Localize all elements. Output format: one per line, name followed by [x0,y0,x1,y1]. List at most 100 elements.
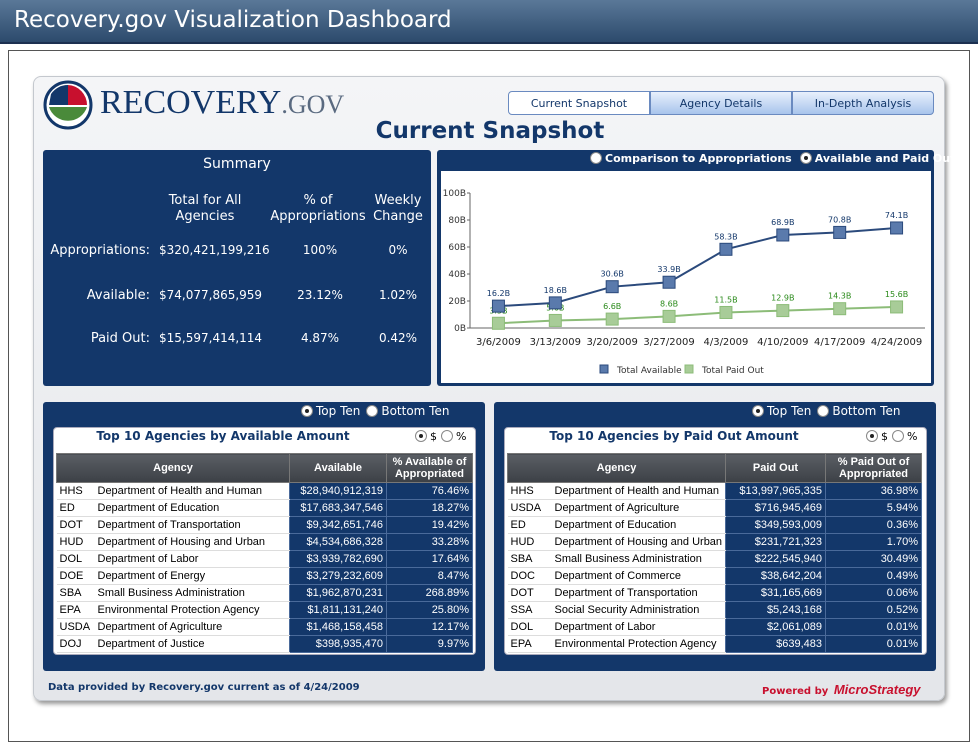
table-cell: DOJ [56,635,95,653]
column-header: % Paid Out of Appropriated [825,453,922,483]
table-row: DOL Department of Labor $2,061,089 0.01% [507,618,922,636]
column-header: Agency [56,453,290,483]
table-row: HHS Department of Health and Human $28,940… [56,482,473,500]
summary-value: 0.42% [378,331,418,345]
table-cell: Department of Transportation [94,516,290,534]
frame [8,50,970,742]
data-marker [776,228,790,242]
table-cell: Department of Education [94,499,290,517]
table-cell: 25.80% [386,601,473,619]
data-marker [719,305,733,319]
y-tick-label: 20B [448,297,466,307]
data-label: 11.5B [714,295,737,304]
table-cell: $2,061,089 [725,618,826,636]
table-title: Top 10 Agencies by Paid Out Amount [549,429,799,443]
table-cell: Department of Health and Human [94,482,290,500]
summary-label: Paid Out: [90,331,150,346]
table-cell: 76.46% [386,482,473,500]
table-cell: 268.89% [386,584,473,602]
y-tick-label: 80B [448,216,466,226]
table-cell: $38,642,204 [725,567,826,585]
toggle-option[interactable]: Bottom Ten [817,404,900,418]
table-cell: Department of Transportation [551,584,726,602]
table-cell: Social Security Administration [551,601,726,619]
title-bar: Recovery.gov Visualization Dashboard [0,0,978,44]
summary-column: Total for All Agencies [168,193,242,224]
summary-panel [43,150,431,386]
table-cell: HHS [56,482,95,500]
x-tick-label: 3/20/2009 [587,337,638,348]
unit-option[interactable]: % [441,430,466,443]
unit-toggle: $% [415,430,470,443]
table-cell: HUD [507,533,552,551]
radio-button [799,152,812,164]
table-cell: Department of Labor [94,550,290,568]
table-row: DOJ Department of Justice $398,935,470 9.97… [56,635,473,653]
unit-option[interactable]: $ [866,430,888,443]
table-cell: $398,935,470 [289,635,387,653]
summary-value: 23.12% [297,288,343,302]
summary-label: Appropriations: [50,243,150,258]
y-tick-label: 0B [454,324,466,334]
toggle-option[interactable]: Top Ten [301,404,360,418]
data-label: 16.2B [487,289,510,298]
table-row: ED Department of Education $349,593,009 0.3… [507,516,922,534]
chart-option[interactable]: Available and Paid Out [799,152,955,165]
legend-label: Total Paid Out [701,366,764,376]
radio-button [301,405,313,417]
table-cell: Small Business Administration [94,584,290,602]
option-label: Bottom Ten [832,404,901,418]
table-cell: EPA [507,635,552,653]
table-cell: ED [56,499,95,517]
table-cell: 5.94% [825,499,922,517]
data-marker [491,299,505,313]
option-label: $ [430,430,437,443]
chart-options: Comparison to Appropriations Available an… [590,152,963,165]
tab[interactable]: Agency Details [650,91,792,115]
data-marker [491,316,505,330]
table-cell: $28,940,912,319 [289,482,387,500]
table-cell: Department of Housing and Urban [94,533,290,551]
summary-value: $15,597,414,114 [159,331,263,345]
radio-button [752,405,764,417]
table-row: EPA Environmental Protection Agency $1,811… [56,601,473,619]
tab[interactable]: In-Depth Analysis [792,91,934,115]
table-cell: $1,962,870,231 [289,584,387,602]
table-row: SSA Social Security Administration $5,243,… [507,601,922,619]
table-row: HUD Department of Housing and Urban $231,7… [507,533,922,551]
tab[interactable]: Current Snapshot [508,91,650,115]
powered-by: Powered by MicroStrategy [762,679,921,698]
table-cell: $31,165,669 [725,584,826,602]
toggle-option[interactable]: Top Ten [752,404,811,418]
table-cell: $9,342,651,746 [289,516,387,534]
data-label: 33.9B [657,265,680,274]
unit-option[interactable]: $ [415,430,437,443]
table-cell: $222,545,940 [725,550,826,568]
y-tick-label: 40B [448,270,466,280]
table-cell: 0.52% [825,601,922,619]
table-row: ED Department of Education $17,683,347,546… [56,499,473,517]
table-cell: $1,811,131,240 [289,601,387,619]
option-label: % [456,430,467,443]
footer-note: Data provided by Recovery.gov current as… [48,682,360,693]
data-marker [833,225,847,239]
column-header: % Available of Appropriated [386,453,473,483]
x-tick-label: 3/13/2009 [530,337,581,348]
radio-button [817,405,830,417]
chart-option[interactable]: Comparison to Appropriations [590,152,792,165]
table-cell: Department of Housing and Urban [551,533,726,551]
toggle-option[interactable]: Bottom Ten [366,404,449,418]
brand: MicroStrategy [833,682,921,697]
radio-button [366,405,379,417]
table-cell: Department of Education [551,516,726,534]
summary-value: $320,421,199,216 [159,243,270,257]
radio-button [892,430,904,442]
series-line [498,226,897,308]
unit-option[interactable]: % [892,430,917,443]
table-row: HHS Department of Health and Human $13,997… [507,482,922,500]
table-cell: 8.47% [386,567,473,585]
table-cell: 33.28% [386,533,473,551]
header-row: Agency Available% Available of Appropriat… [56,453,473,483]
table-cell: $4,534,686,328 [289,533,387,551]
x-tick-label: 4/24/2009 [871,337,922,348]
